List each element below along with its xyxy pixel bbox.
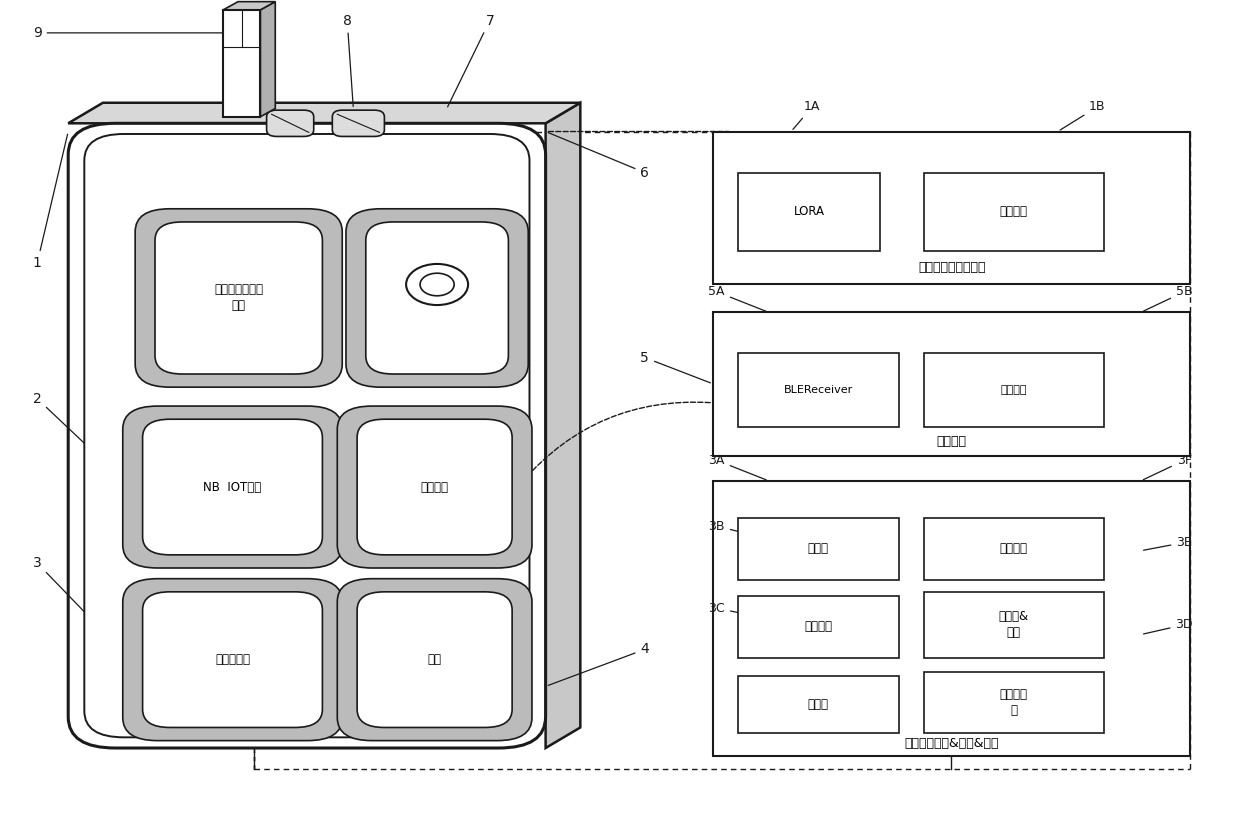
FancyBboxPatch shape [143,592,322,727]
Text: 3E: 3E [1143,536,1192,550]
Bar [713,481,1190,756]
Text: 摄像头模组: 摄像头模组 [419,292,455,304]
Text: 3C: 3C [708,602,764,617]
Bar [738,518,899,580]
Text: 7: 7 [448,13,495,107]
Bar [713,132,1190,284]
Text: 定位模块: 定位模块 [936,435,967,448]
Bar [924,353,1104,427]
Text: 3D: 3D [1143,618,1193,634]
Text: 气压计&
温度: 气压计& 温度 [998,610,1029,640]
Text: 2: 2 [32,391,128,485]
Text: 无线收发自组网
模组: 无线收发自组网 模组 [215,284,263,312]
FancyBboxPatch shape [155,222,322,374]
FancyBboxPatch shape [123,579,342,741]
Text: 磁力计: 磁力计 [808,698,828,711]
Bar [924,672,1104,733]
Text: 传感器模组: 传感器模组 [215,653,250,666]
Text: 6: 6 [548,132,650,180]
Text: 1A: 1A [792,100,821,129]
Text: 陀螺仪: 陀螺仪 [808,543,828,555]
Text: 5: 5 [640,350,711,383]
Text: 心率传感
器: 心率传感 器 [999,688,1028,717]
FancyBboxPatch shape [84,134,529,737]
Text: 微惯导传感器&心率&温度: 微惯导传感器&心率&温度 [904,737,999,750]
Bar [738,173,880,251]
Text: 电池: 电池 [428,653,441,666]
Bar [738,676,899,733]
Text: 9: 9 [32,25,223,40]
FancyBboxPatch shape [337,579,532,741]
Text: LORA: LORA [794,206,825,218]
Bar [713,312,1190,456]
Text: 5B: 5B [1143,285,1193,312]
Text: 5A: 5A [708,285,766,312]
Text: 3F: 3F [1143,454,1192,480]
FancyBboxPatch shape [357,592,512,727]
FancyBboxPatch shape [68,123,546,748]
Bar [738,353,899,427]
FancyBboxPatch shape [123,406,342,568]
Text: 主处理器: 主处理器 [999,206,1028,218]
Bar [738,596,899,658]
Text: 3: 3 [32,556,128,658]
Bar [924,173,1104,251]
Polygon shape [546,103,580,748]
FancyBboxPatch shape [267,110,314,136]
FancyBboxPatch shape [346,209,528,387]
Text: 8: 8 [342,13,353,107]
Polygon shape [68,103,580,123]
Text: BLEReceiver: BLEReceiver [784,386,853,395]
Text: 1B: 1B [1060,100,1106,130]
Bar [924,518,1104,580]
FancyBboxPatch shape [143,419,322,555]
Polygon shape [260,2,275,117]
Text: 无线收发自组网模组: 无线收发自组网模组 [918,261,986,274]
FancyBboxPatch shape [337,406,532,568]
FancyBboxPatch shape [357,419,512,555]
Text: 北斗融和: 北斗融和 [1001,386,1027,395]
Text: 3B: 3B [708,520,764,538]
Text: 3A: 3A [708,454,766,480]
Polygon shape [223,2,275,10]
Bar [223,10,260,117]
Text: 定位模块: 定位模块 [420,481,449,493]
FancyBboxPatch shape [366,222,508,374]
Text: NB  IOT模块: NB IOT模块 [203,481,262,493]
Text: 1: 1 [32,134,67,270]
Text: 加速度计: 加速度计 [805,621,832,633]
Bar [924,592,1104,658]
Text: 4: 4 [548,642,650,686]
FancyBboxPatch shape [332,110,384,136]
Circle shape [405,264,467,305]
Text: 加处理器: 加处理器 [999,543,1028,555]
Circle shape [420,273,454,296]
FancyBboxPatch shape [135,209,342,387]
